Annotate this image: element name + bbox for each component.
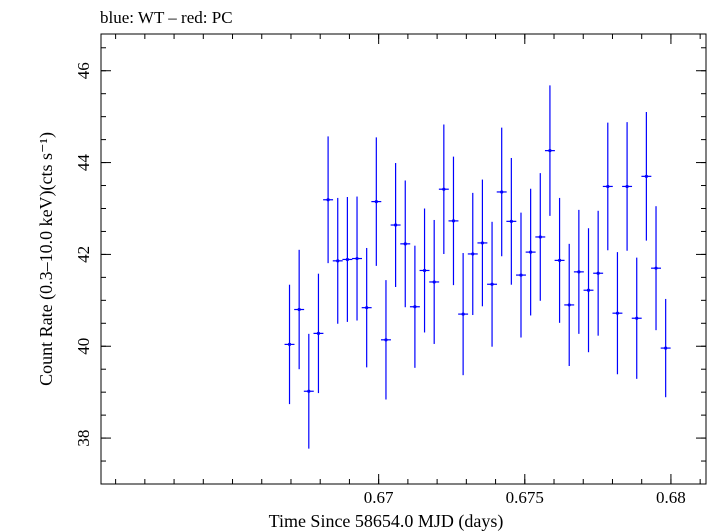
point-marker [471,252,475,256]
data-point [573,209,584,334]
data-point [612,252,623,375]
point-marker [326,198,330,202]
point-marker [461,312,465,316]
data-point [525,188,536,316]
data-point [303,333,314,449]
data-point [361,247,372,368]
point-marker [635,316,639,320]
point-marker [336,259,340,263]
data-point [448,156,459,286]
data-point [564,243,575,366]
point-marker [442,187,446,191]
point-marker [567,303,571,307]
data-point [332,197,343,324]
data-point [294,249,305,370]
y-axis-label: Count Rate (0.3–10.0 keV)(cts s⁻¹) [36,132,57,386]
data-point [496,127,507,257]
data-points [284,85,671,449]
point-marker [403,242,407,246]
data-point [438,124,449,254]
point-marker [529,250,533,254]
y-tick-label: 46 [74,62,93,79]
point-marker [384,338,388,342]
point-marker [606,184,610,189]
x-axis-label: Time Since 58654.0 MJD (days) [269,511,504,532]
data-point [400,180,411,308]
data-point [631,257,642,379]
x-tick-label: 0.68 [656,488,686,507]
point-marker [394,223,398,227]
data-point [429,219,440,344]
axis-ticks: 0.67 0.675 0.68 38 40 42 44 46 [74,34,706,507]
data-point [323,136,334,264]
data-point [593,210,604,336]
data-point [352,196,362,321]
point-marker [500,190,504,194]
x-tick-label: 0.675 [506,488,544,507]
data-point [583,228,594,353]
data-point [516,212,526,338]
data-point [380,280,391,400]
point-marker [297,307,301,312]
point-marker [548,149,552,153]
point-marker [287,342,292,347]
data-point [535,173,546,301]
point-marker [615,311,620,315]
point-marker [365,306,369,310]
data-point [487,221,498,347]
data-point [602,122,613,251]
point-marker [664,346,668,350]
data-point [371,137,382,266]
point-marker [316,331,321,335]
data-point [342,197,353,322]
point-marker [480,241,485,245]
point-marker [625,184,629,189]
point-marker [355,256,359,261]
point-marker [509,219,513,223]
data-point [622,122,633,251]
point-marker [644,174,648,178]
point-marker [586,288,591,292]
point-marker [557,258,562,262]
data-point [419,208,430,333]
data-point [284,284,295,405]
point-marker [577,270,581,274]
point-marker [422,268,427,273]
y-tick-label: 40 [74,338,93,355]
data-point [477,179,488,307]
data-point [651,206,661,331]
y-tick-label: 44 [74,154,93,172]
y-tick-label: 42 [74,246,93,263]
data-point [641,112,652,241]
data-point [506,157,517,285]
data-point [467,192,478,316]
data-point [458,253,469,376]
chart-title: blue: WT – red: PC [100,8,233,27]
data-point [554,197,565,323]
point-marker [374,200,378,204]
data-point [409,245,420,368]
plot-frame [100,33,707,485]
point-marker [519,273,523,277]
point-marker [307,389,311,393]
point-marker [432,280,436,284]
point-marker [654,266,658,270]
point-marker [596,271,600,275]
point-marker [413,305,417,309]
y-tick-label: 38 [74,430,93,447]
data-point [544,85,555,216]
data-point [660,298,671,398]
point-marker [538,235,542,239]
point-marker [451,219,456,223]
data-point [313,273,324,394]
point-marker [345,257,349,262]
data-point [390,163,401,288]
x-tick-label: 0.67 [364,488,394,507]
point-marker [490,282,494,286]
